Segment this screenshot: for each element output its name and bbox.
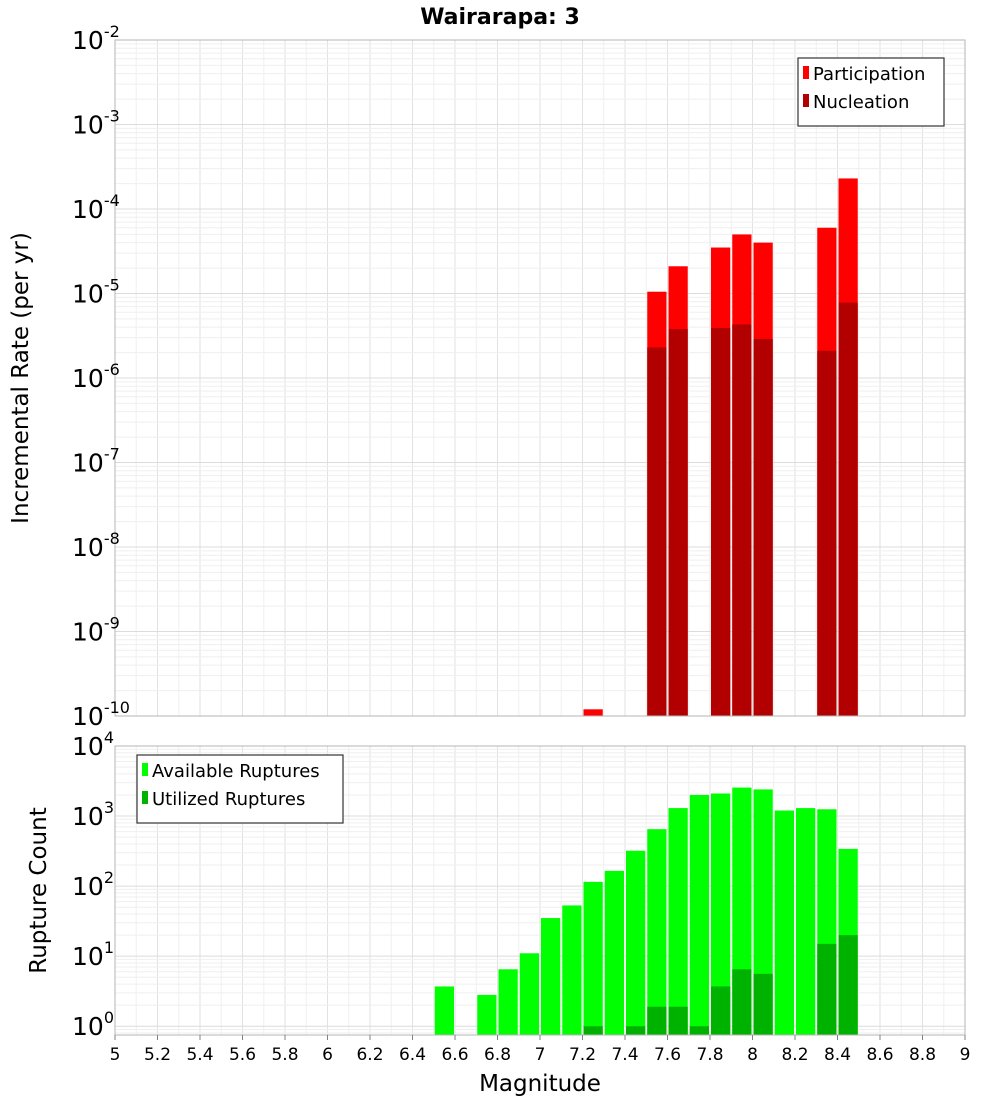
bar	[583, 1026, 603, 1035]
y-tick-label: 10-3	[72, 107, 120, 140]
bar	[753, 789, 773, 1035]
series-available-ruptures	[434, 787, 858, 1035]
x-tick-label: 7.6	[654, 1045, 681, 1065]
x-axis-label: Magnitude	[479, 1071, 601, 1097]
x-tick-label: 9	[960, 1045, 971, 1065]
x-tick-label: 8	[747, 1045, 758, 1065]
grid-lines	[114, 39, 966, 717]
y-tick-label: 10-6	[72, 360, 120, 393]
x-tick-label: 7	[535, 1045, 546, 1065]
y-tick-labels: 10-10 10-9 10-8 10-7 10-6 10-5 10-4 10-3 10-2	[72, 22, 130, 731]
bar	[668, 808, 688, 1035]
y-tick-label: 10-5	[72, 276, 120, 309]
bar	[519, 953, 539, 1035]
x-tick-label: 8.2	[781, 1045, 808, 1065]
bar	[434, 986, 454, 1035]
x-tick-label: 6.8	[484, 1045, 511, 1065]
bar	[541, 918, 561, 1035]
x-tick-label: 6.2	[356, 1045, 383, 1065]
y-axis-label: Incremental Rate (per yr)	[8, 232, 34, 524]
x-tick-label: 7.2	[569, 1045, 596, 1065]
bar	[498, 969, 518, 1035]
y-tick-label: 102	[72, 868, 114, 901]
bar	[732, 324, 752, 716]
incremental-rate-panel: 10-10 10-9 10-8 10-7 10-6 10-5 10-4 10-3 10-2 Inc…	[8, 22, 966, 731]
legend-swatch	[142, 791, 148, 804]
bar	[817, 943, 837, 1035]
y-tick-label: 103	[72, 798, 114, 831]
x-tick-label: 6.6	[441, 1045, 468, 1065]
bar	[477, 994, 497, 1035]
x-tick-label: 7.4	[611, 1045, 638, 1065]
y-tick-label: 10-9	[72, 614, 120, 647]
legend-swatch	[803, 94, 809, 107]
x-tick-label: 5.2	[144, 1045, 171, 1065]
legend-label: Utilized Ruptures	[152, 789, 305, 810]
y-tick-label: 10-8	[72, 529, 120, 562]
bar	[647, 347, 667, 716]
bar	[689, 1026, 709, 1035]
y-tick-label: 10-10	[72, 698, 130, 731]
bar	[562, 905, 582, 1035]
legend: Available Ruptures Utilized Ruptures	[136, 754, 344, 824]
bar	[732, 969, 752, 1035]
bar	[668, 329, 688, 716]
x-tick-label: 7.8	[696, 1045, 723, 1065]
bar	[774, 810, 794, 1035]
bar	[711, 793, 731, 1035]
legend-swatch	[142, 763, 148, 776]
bar	[668, 1006, 688, 1035]
legend-swatch	[803, 66, 809, 79]
y-tick-label: 104	[72, 728, 114, 761]
legend: Participation Nucleation	[797, 57, 945, 127]
bar	[647, 1006, 667, 1035]
chart-title: Wairarapa: 3	[420, 5, 580, 30]
bar	[817, 350, 837, 716]
y-tick-label: 101	[72, 938, 114, 971]
x-tick-label: 6	[322, 1045, 333, 1065]
bar	[626, 1026, 646, 1035]
bar	[796, 808, 816, 1035]
x-tick-label: 5.8	[271, 1045, 298, 1065]
plot-frame	[114, 39, 966, 717]
bar	[838, 302, 858, 716]
x-tick-label: 5	[110, 1045, 121, 1065]
y-tick-label: 10-2	[72, 22, 120, 55]
legend-label: Nucleation	[813, 92, 909, 113]
series-nucleation	[647, 302, 858, 716]
legend-label: Participation	[813, 64, 925, 85]
bar	[753, 973, 773, 1035]
rupture-count-panel: 100 101 102 103 104 Rupture Count Available Ru…	[26, 728, 966, 1041]
bar	[647, 829, 667, 1035]
bar	[604, 870, 624, 1035]
bar	[689, 794, 709, 1035]
bar	[753, 338, 773, 716]
x-tick-label: 5.4	[186, 1045, 213, 1065]
x-axis: 5 5.2 5.4 5.6 5.8 6 6.2 6.4 6.6 6.8 7 7.2 7.4 7.6 7.8 8…	[110, 1035, 971, 1065]
bar	[583, 709, 603, 716]
y-tick-label: 10-4	[72, 191, 120, 224]
x-tick-label: 5.6	[229, 1045, 256, 1065]
y-axis-label: Rupture Count	[26, 807, 52, 973]
y-tick-labels: 100 101 102 103 104	[72, 728, 114, 1041]
x-tick-label: 8.8	[909, 1045, 936, 1065]
y-tick-label: 10-7	[72, 445, 120, 478]
bar	[838, 935, 858, 1035]
bar	[626, 850, 646, 1035]
bar	[583, 881, 603, 1035]
y-tick-label: 100	[72, 1008, 114, 1041]
bar	[711, 328, 731, 716]
x-tick-label: 8.6	[866, 1045, 893, 1065]
x-tick-label: 6.4	[399, 1045, 426, 1065]
x-tick-label: 8.4	[824, 1045, 851, 1065]
legend-label: Available Ruptures	[152, 761, 320, 782]
bar	[711, 986, 731, 1035]
series-utilized-ruptures	[583, 935, 858, 1035]
